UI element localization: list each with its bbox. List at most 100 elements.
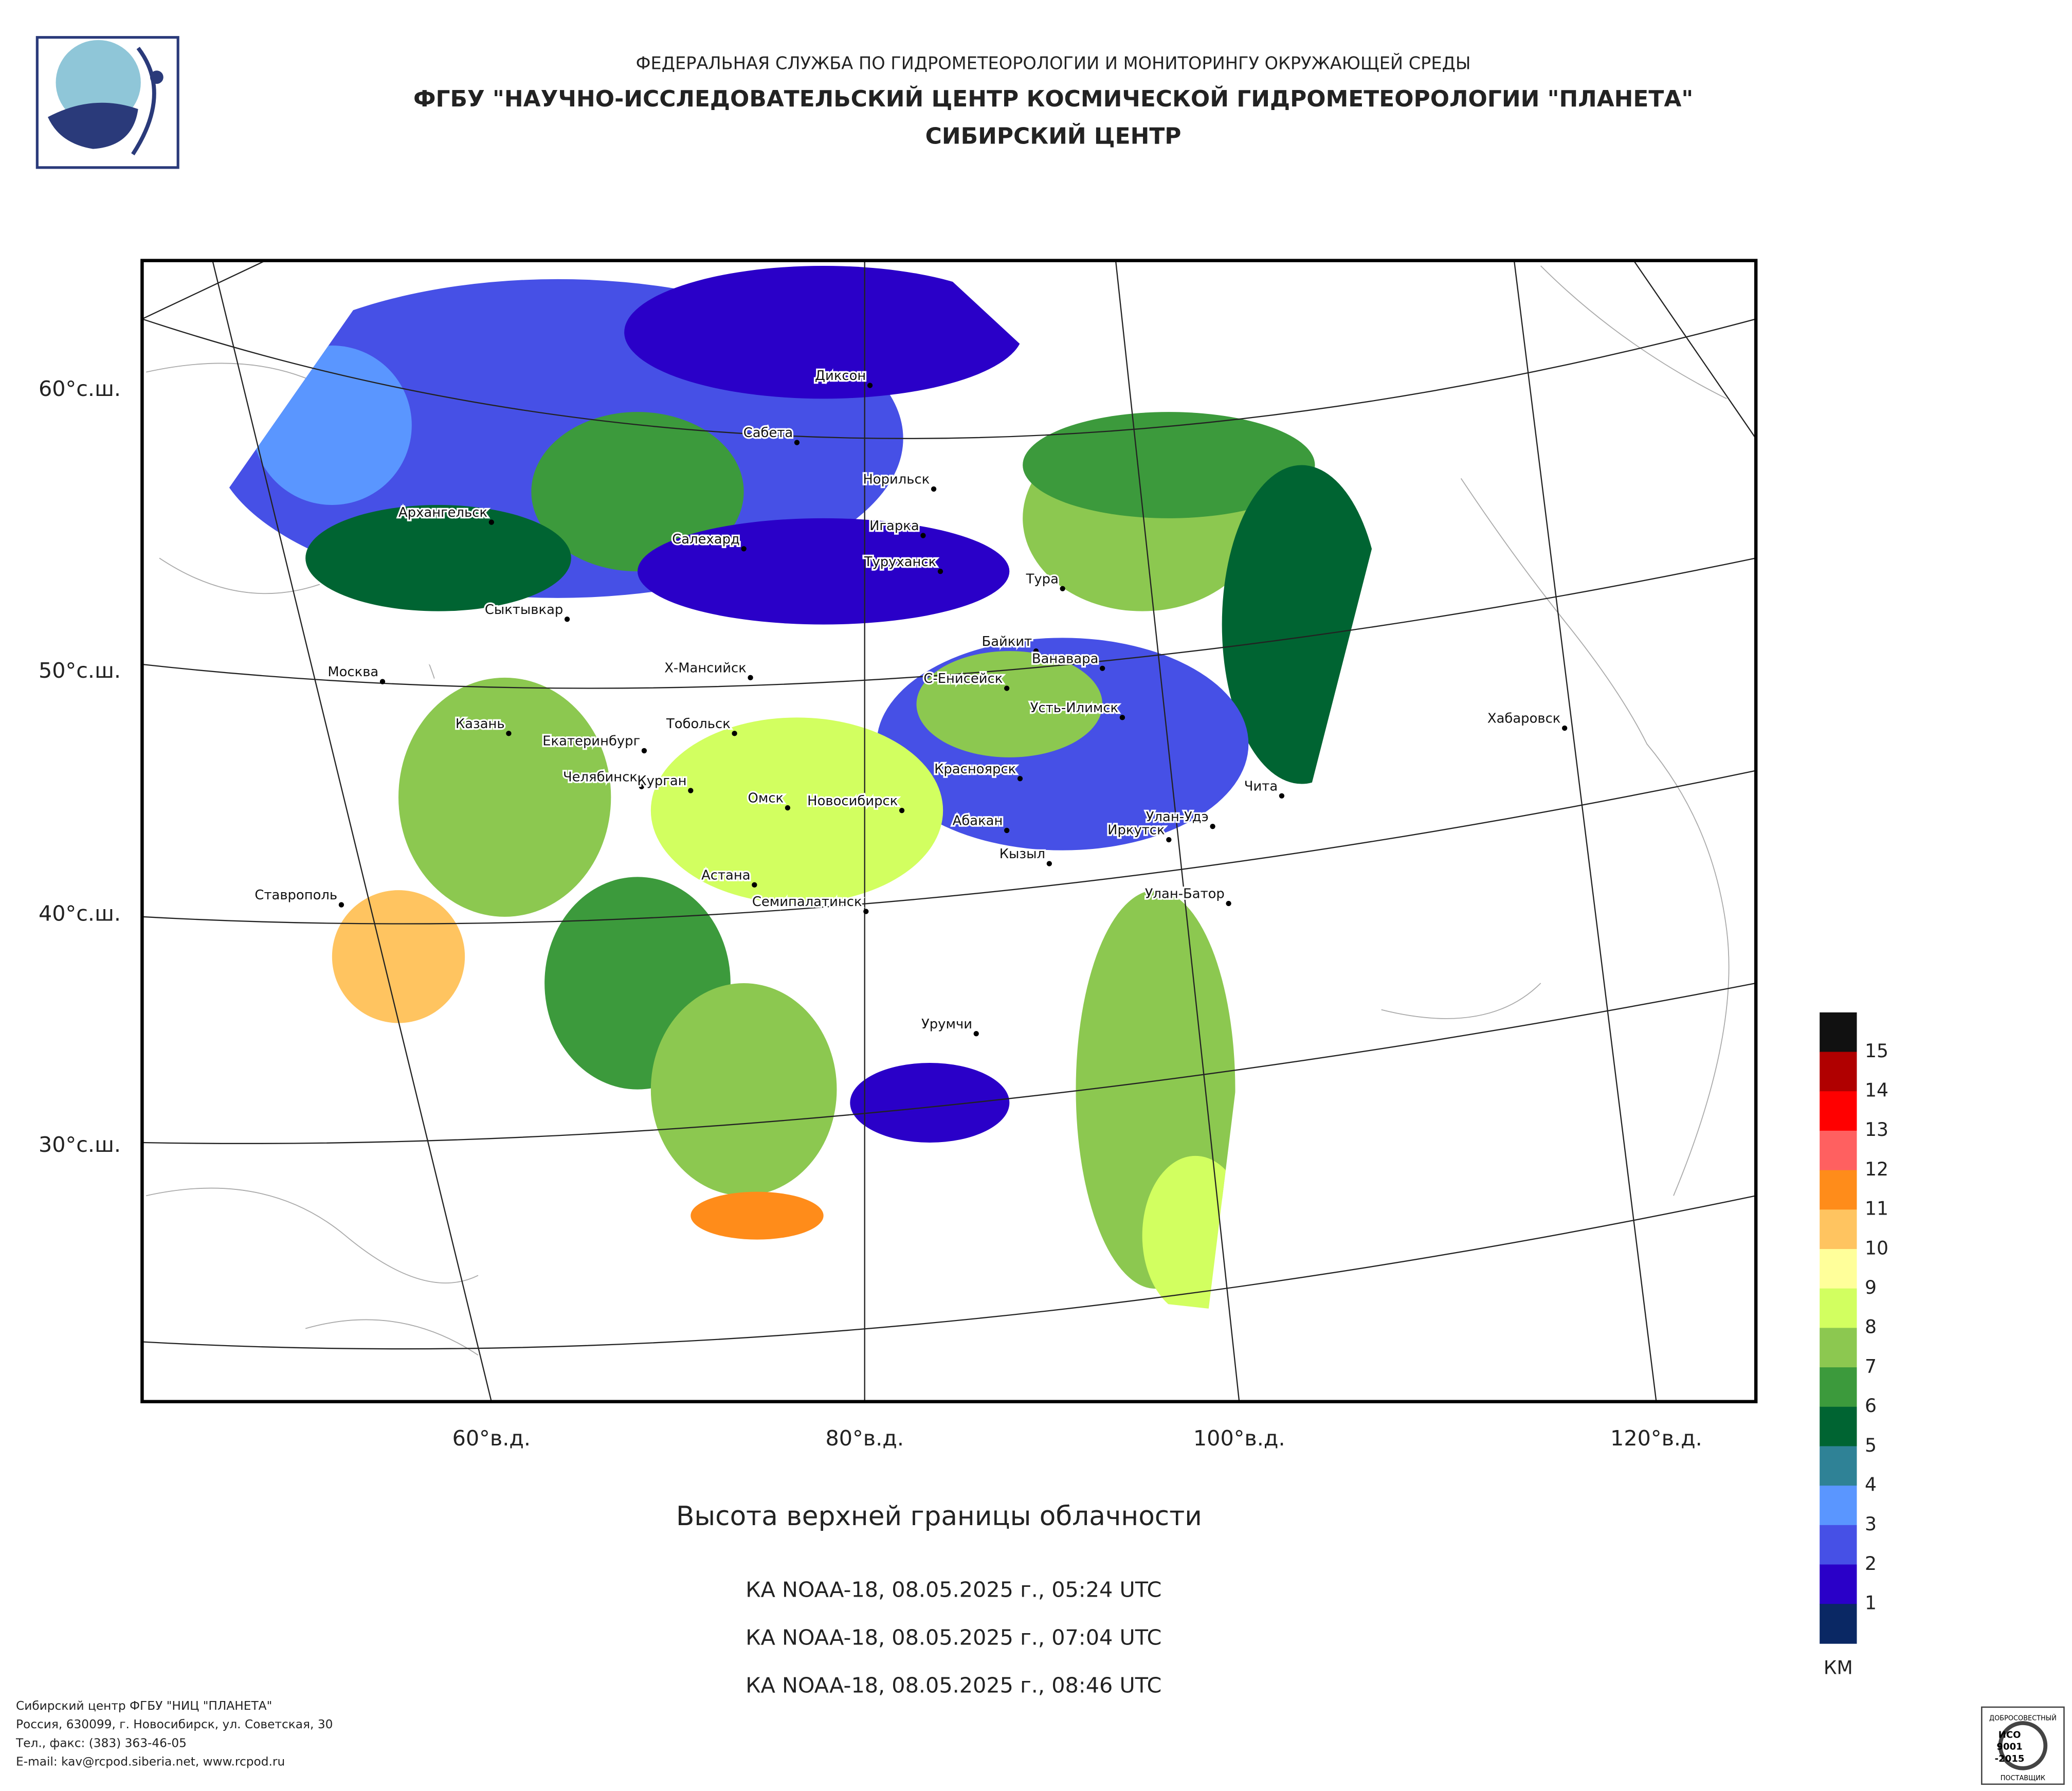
city-label: Иркутск (1107, 823, 1165, 838)
city-dot (732, 731, 737, 736)
city-label: Москва (328, 664, 378, 680)
lat-label: 40°с.ш. (39, 901, 121, 926)
city-label: Урумчи (921, 1017, 972, 1032)
city-dot (752, 882, 757, 888)
colorbar-label: 1 (1865, 1592, 1877, 1614)
city-dot (1004, 827, 1010, 834)
city-label: Ставрополь (255, 888, 337, 903)
city-dot (564, 617, 570, 622)
colorbar-swatch (1820, 1564, 1857, 1604)
colorbar-swatch (1820, 1130, 1857, 1171)
city-dot (1119, 715, 1125, 720)
pass-line: КА NOAA-18, 08.05.2025 г., 08:46 UTC (746, 1673, 1161, 1698)
colorbar-swatch (1820, 1012, 1857, 1053)
city-label: Красноярск (934, 762, 1016, 777)
colorbar-swatch (1820, 1525, 1857, 1565)
footer-line: Сибирский центр ФГБУ "НИЦ "ПЛАНЕТА" (16, 1699, 272, 1713)
colorbar-swatch (1820, 1406, 1857, 1447)
lon-label: 80°в.д. (826, 1426, 904, 1451)
city-dot (1279, 793, 1285, 799)
colorbar-label: 4 (1865, 1473, 1877, 1495)
lat-label: 30°с.ш. (39, 1132, 121, 1157)
city-label: Новосибирск (807, 793, 898, 809)
pass-line: КА NOAA-18, 08.05.2025 г., 05:24 UTC (746, 1578, 1161, 1602)
city-label: Норильск (863, 472, 930, 487)
colorbar-label: 12 (1865, 1158, 1888, 1180)
city-dot (641, 748, 647, 754)
colorbar-label: 11 (1865, 1198, 1888, 1220)
colorbar-label: 13 (1865, 1118, 1888, 1141)
city-dot (1226, 900, 1231, 907)
city-dot (1033, 648, 1039, 654)
colorbar-label: 14 (1865, 1079, 1888, 1101)
city-dot (867, 383, 873, 388)
colorbar-swatch (1820, 1209, 1857, 1250)
footer-line: Россия, 630099, г. Новосибирск, ул. Сове… (16, 1717, 333, 1731)
city-dot (748, 675, 753, 680)
colorbar-label: 5 (1865, 1434, 1877, 1456)
city-label: Улан-Удэ (1146, 809, 1209, 825)
colorbar-swatch (1820, 1170, 1857, 1210)
colorbar-swatch (1820, 1288, 1857, 1329)
pass-line: КА NOAA-18, 08.05.2025 г., 07:04 UTC (746, 1625, 1161, 1650)
city-label: Ванавара (1032, 651, 1099, 666)
city-label: Омск (748, 791, 784, 806)
city-label: Улан-Батор (1145, 887, 1225, 902)
city-dot (1100, 665, 1105, 671)
badge-text: ПОСТАВЩИК (2001, 1775, 2045, 1782)
lat-label: 60°с.ш. (39, 376, 121, 401)
city-dot (688, 788, 694, 793)
city-label: Диксон (815, 368, 866, 384)
colorbar-swatch (1820, 1052, 1857, 1092)
lat-label: 50°с.ш. (39, 658, 121, 683)
colorbar-swatch (1820, 1091, 1857, 1131)
city-dot (1210, 824, 1215, 829)
iso-badge: ДОБРОСОВЕСТНЫЙ ИСО 9001 -2015 ПОСТАВЩИК (1981, 1706, 2065, 1785)
colorbar-swatch (1820, 1486, 1857, 1526)
lon-label: 100°в.д. (1193, 1426, 1285, 1451)
colorbar-label: 2 (1865, 1552, 1877, 1575)
city-dot (863, 909, 869, 914)
map (142, 260, 1756, 1402)
badge-text: 9001 (1996, 1742, 2022, 1752)
city-dot (1017, 776, 1023, 782)
city-dot (1004, 685, 1010, 691)
city-dot (931, 486, 937, 492)
city-label: Тура (1026, 571, 1059, 587)
badge-text: -2015 (1995, 1753, 2025, 1764)
city-label: Архангельск (398, 505, 487, 520)
colorbar-swatch (1820, 1328, 1857, 1368)
colorbar-swatch (1820, 1249, 1857, 1289)
colorbar-label: 6 (1865, 1395, 1877, 1417)
cities: Диксон Сабета Норильск Архангельск Салехард И… (253, 367, 1568, 1037)
colorbar-label: 8 (1865, 1316, 1877, 1338)
footer-line: E-mail: kav@rcpod.siberia.net, www.rcpod… (16, 1755, 285, 1769)
colorbar: 15 14 13 12 11 10 9 8 7 6 5 4 3 2 1 (1820, 1012, 1888, 1644)
city-dot (1060, 586, 1065, 591)
lon-labels: 60°в.д. 80°в.д. 100°в.д. 120°в.д. (452, 1426, 1702, 1451)
badge-text: ДОБРОСОВЕСТНЫЙ (1989, 1714, 2057, 1723)
city-label: С-Енисейск (923, 671, 1003, 686)
colorbar-label: 3 (1865, 1513, 1877, 1535)
city-label: Хабаровск (1487, 711, 1561, 727)
city-label: Х-Мансийск (664, 661, 747, 676)
city-dot (973, 1031, 979, 1037)
badge-text: ИСО (1998, 1729, 2021, 1740)
city-label: Кызыл (999, 846, 1045, 862)
city-label: Игарка (869, 518, 919, 534)
city-label: Семипалатинск (752, 894, 862, 910)
colorbar-label: 9 (1865, 1276, 1877, 1298)
city-label: Туруханск (864, 554, 937, 570)
city-label: Усть-Илимск (1030, 700, 1118, 716)
city-label: Казань (456, 716, 505, 732)
header-line: СИБИРСКИЙ ЦЕНТР (925, 122, 1182, 149)
header-line: ФЕДЕРАЛЬНАЯ СЛУЖБА ПО ГИДРОМЕТЕОРОЛОГИИ … (636, 53, 1471, 74)
city-label: Салехард (672, 532, 740, 547)
colorbar-swatch (1820, 1604, 1857, 1644)
header-line: ФГБУ "НАУЧНО-ИССЛЕДОВАТЕЛЬСКИЙ ЦЕНТР КОС… (413, 85, 1693, 112)
city-dot (741, 546, 747, 552)
colorbar-label: 15 (1865, 1040, 1888, 1062)
city-dot (920, 533, 926, 538)
city-label: Чита (1244, 779, 1278, 794)
colorbar-label: 10 (1865, 1237, 1888, 1259)
